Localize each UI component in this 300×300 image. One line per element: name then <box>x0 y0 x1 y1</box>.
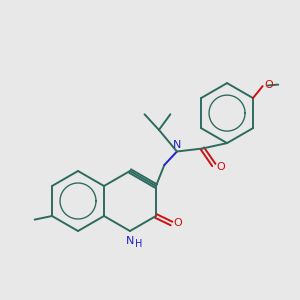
Text: H: H <box>135 238 142 249</box>
Text: O: O <box>216 161 225 172</box>
Text: O: O <box>174 218 182 229</box>
Text: N: N <box>173 140 181 151</box>
Text: N: N <box>126 236 134 246</box>
Text: O: O <box>265 80 274 90</box>
